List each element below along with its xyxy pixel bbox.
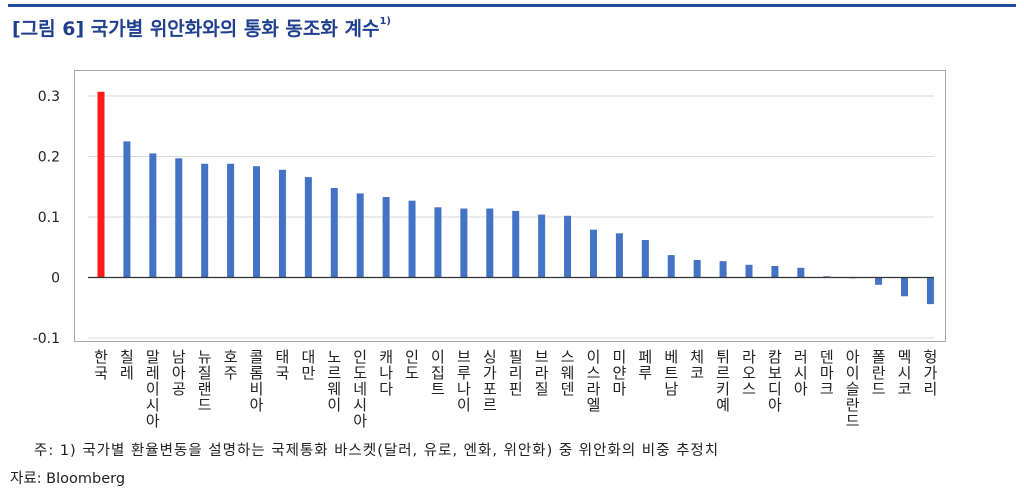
bar [615,233,623,278]
bar [123,141,131,278]
bar [253,166,261,278]
bar [330,187,338,278]
title-rule [8,4,1016,7]
bar [901,277,909,297]
bar-chart: -0.1 0 0.1 0.2 0.3 한 국 칠 레 말 레 이 시 아 남 아 공 뉴 질 랜 드 호 주 콜 롬 비 아 태 국 대 만… [33,89,938,430]
bar [719,261,727,278]
bar [564,215,572,278]
bar [823,276,831,278]
figure-title: [그림 6] 국가별 위안화와의 통화 동조화 계수1) [12,14,391,41]
source: 자료: Bloomberg [10,471,126,487]
footnote: 주: 1) 국가별 환율변동을 설명하는 국제통화 바스켓(달러, 유로, 엔화… [34,443,720,459]
bar [512,210,520,278]
y-tick-label: 0.3 [38,89,60,105]
bar [356,193,364,278]
title-footnote-marker: 1) [379,15,391,27]
bar [382,197,390,278]
y-tick-label: 0.2 [38,150,60,166]
bar [460,208,468,278]
title-text: [그림 6] 국가별 위안화와의 통화 동조화 계수 [12,18,380,40]
bar [434,207,442,278]
bar [175,158,183,278]
bar [97,91,105,278]
bar [875,277,883,285]
bar [201,163,209,278]
bar [745,264,753,278]
bar [486,208,494,278]
bar [693,259,701,278]
bar [304,177,312,278]
bar [641,239,649,278]
bar [926,277,934,305]
y-tick-label: 0 [51,271,60,287]
y-tick-label: -0.1 [33,331,60,347]
bar [667,255,675,278]
bar [408,200,416,278]
bar [538,214,546,278]
bar [589,229,597,278]
bar [149,153,157,278]
bar [797,267,805,278]
bar [771,266,779,278]
bar [278,169,286,278]
bar [227,163,235,278]
plot-area [74,70,946,342]
y-tick-label: 0.1 [38,210,60,226]
